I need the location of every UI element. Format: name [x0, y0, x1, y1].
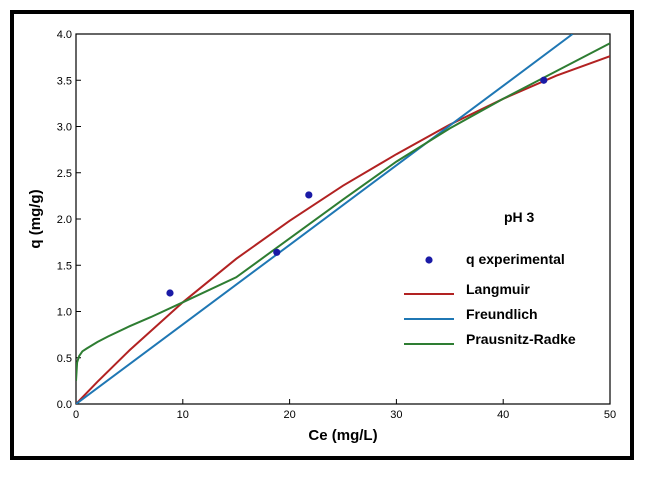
legend-swatch-q-experimental: [425, 256, 433, 264]
y-tick-label: 4.0: [57, 29, 72, 41]
data-point: [166, 289, 174, 297]
y-tick-label: 3.0: [57, 122, 72, 134]
data-point: [273, 248, 281, 256]
series-points: [166, 76, 548, 297]
plot-area: [75, 33, 611, 405]
y-tick-label: 1.5: [57, 260, 72, 272]
x-tick-label: 50: [604, 409, 616, 421]
y-tick-label: 3.5: [57, 75, 72, 87]
y-tick-label: 1.0: [57, 307, 72, 319]
series-line-freundlich: [76, 34, 574, 404]
x-tick-label: 0: [73, 409, 79, 421]
legend-label-langmuir: Langmuir: [466, 281, 530, 297]
legend-label-freundlich: Freundlich: [466, 306, 538, 322]
isotherm-chart: 0 10 20 30 40 50 0.00.51.01.52.02.53.03.54.0 …: [27, 29, 616, 444]
legend: q experimental Langmuir Freundlich Prausnit…: [404, 251, 576, 347]
x-tick-label: 10: [177, 409, 189, 421]
y-tick-label: 0.5: [57, 353, 72, 365]
x-tick-label: 40: [497, 409, 509, 421]
x-tick-label: 20: [283, 409, 295, 421]
y-tick-label: 0.0: [57, 399, 72, 411]
data-point: [540, 76, 548, 84]
legend-label-prausnitz-radke: Prausnitz-Radke: [466, 331, 576, 347]
x-axis-title: Ce (mg/L): [308, 427, 377, 444]
y-axis-title: q (mg/g): [27, 189, 44, 248]
x-tick-label: 30: [390, 409, 402, 421]
ph-annotation: pH 3: [504, 209, 535, 225]
legend-label-q-experimental: q experimental: [466, 251, 565, 267]
x-axis: 0 10 20 30 40 50: [73, 399, 616, 421]
y-axis: 0.0 0.5 1.0 1.5 2.0 2.5 3.0 3.5 4.0: [57, 29, 81, 411]
y-tick-label: 2.0: [57, 214, 72, 226]
y-tick-label: 2.5: [57, 168, 72, 180]
chart-frame: 0 10 20 30 40 50 0.0 0.5 1.0 1.5 2.0 2.5 3.0 3.5 4.0 …: [10, 10, 634, 460]
series-lines: [76, 34, 610, 404]
series-line-prausnitz-radke: [76, 42, 610, 381]
data-point: [305, 191, 313, 199]
